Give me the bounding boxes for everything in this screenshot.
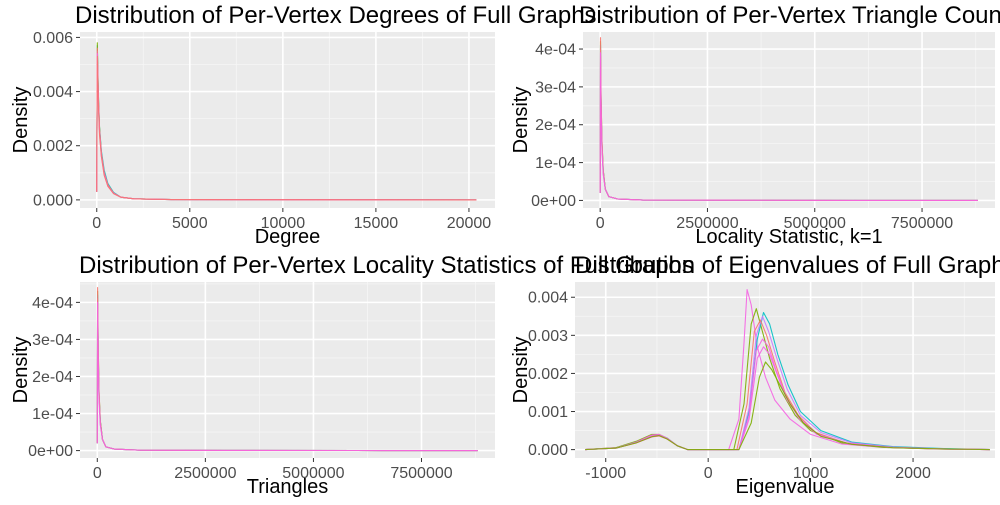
x-tick-label: -1000 <box>585 465 626 482</box>
x-tick-label: 2500000 <box>174 465 236 482</box>
x-tick-label: 0 <box>596 215 605 232</box>
x-tick-label: 7500000 <box>390 465 452 482</box>
x-tick-label: 0 <box>93 465 102 482</box>
panel-title: Distribution of Per-Vertex Triangle Coun… <box>579 2 1000 29</box>
series-line-5 <box>599 52 978 201</box>
gridlines <box>80 282 495 458</box>
y-tick-label: 0e+00 <box>531 193 576 210</box>
plot-background <box>80 32 495 208</box>
y-tick-label: 3e-04 <box>535 79 576 96</box>
y-axis-title: Density <box>10 87 32 154</box>
x-tick-label: 5000000 <box>282 465 344 482</box>
y-axis-title: Density <box>510 87 532 154</box>
y-tick-label: 1e-04 <box>535 155 576 172</box>
x-tick-label: 7500000 <box>891 215 953 232</box>
y-tick-label: 0.002 <box>528 366 568 383</box>
plot-background <box>583 32 995 208</box>
x-tick-label: 5000 <box>172 215 208 232</box>
x-tick-label: 0 <box>704 465 713 482</box>
x-tick-label: 2000 <box>895 465 931 482</box>
y-tick-label: 0.000 <box>528 442 568 459</box>
y-tick-label: 4e-04 <box>32 295 73 312</box>
x-tick-label: 2500000 <box>676 215 738 232</box>
y-tick-label: 0.001 <box>528 404 568 421</box>
x-axis-title: Locality Statistic, k=1 <box>695 226 882 248</box>
x-tick-label: 1000 <box>793 465 829 482</box>
plot-background <box>575 282 995 458</box>
series-group <box>599 37 978 201</box>
x-tick-label: 5000000 <box>784 215 846 232</box>
gridlines <box>575 282 995 458</box>
y-axis-title: Density <box>510 337 532 404</box>
panel-2: 0 2500000 5000000 7500000 0e+00 1e-04 2e-04 3e-… <box>510 2 1000 248</box>
x-axis-title: Degree <box>255 226 321 248</box>
y-tick-label: 0.004 <box>528 290 568 307</box>
y-tick-label: 1e-04 <box>32 406 73 423</box>
y-tick-label: 0e+00 <box>28 443 73 460</box>
series-group <box>585 289 990 451</box>
x-tick-label: 0 <box>92 215 101 232</box>
x-axis-title: Triangles <box>247 476 329 498</box>
series-group <box>96 287 478 452</box>
y-tick-label: 2e-04 <box>535 117 576 134</box>
panel-title: Distribution of Per-Vertex Degrees of Fu… <box>75 2 597 29</box>
x-tick-label: 15000 <box>354 215 399 232</box>
y-tick-label: 0.002 <box>33 138 73 155</box>
x-tick-label: 20000 <box>447 215 492 232</box>
series-line-6 <box>96 55 477 201</box>
gridlines <box>583 32 995 208</box>
panel-1: 0 5000 10000 15000 20000 0.000 0.002 0.004 0.006… <box>10 2 597 248</box>
panel-title: Distribution of Per-Vertex Locality Stat… <box>79 252 694 279</box>
y-tick-label: 4e-04 <box>535 42 576 59</box>
panel-4: -1000 0 1000 2000 0.000 0.001 0.002 0.003 0.004 E… <box>510 252 1000 498</box>
x-axis-title: Eigenvalue <box>736 476 835 498</box>
y-axis-title: Density <box>10 337 32 404</box>
panel-title: Distribution of Eigenvalues of Full Grap… <box>575 252 1000 279</box>
series-line-5 <box>96 301 478 452</box>
series-group <box>96 42 477 201</box>
panel-3: 0 2500000 5000000 7500000 0e+00 1e-04 2e-04 3e-… <box>10 252 694 498</box>
y-tick-label: 0.003 <box>528 328 568 345</box>
y-tick-label: 0.006 <box>33 30 73 47</box>
y-tick-label: 0.004 <box>33 84 73 101</box>
x-tick-label: 10000 <box>261 215 306 232</box>
series-line-8 <box>585 361 990 451</box>
plot-background <box>80 282 495 458</box>
y-tick-label: 2e-04 <box>32 369 73 386</box>
y-tick-label: 0.000 <box>33 192 73 209</box>
y-tick-label: 3e-04 <box>32 332 73 349</box>
